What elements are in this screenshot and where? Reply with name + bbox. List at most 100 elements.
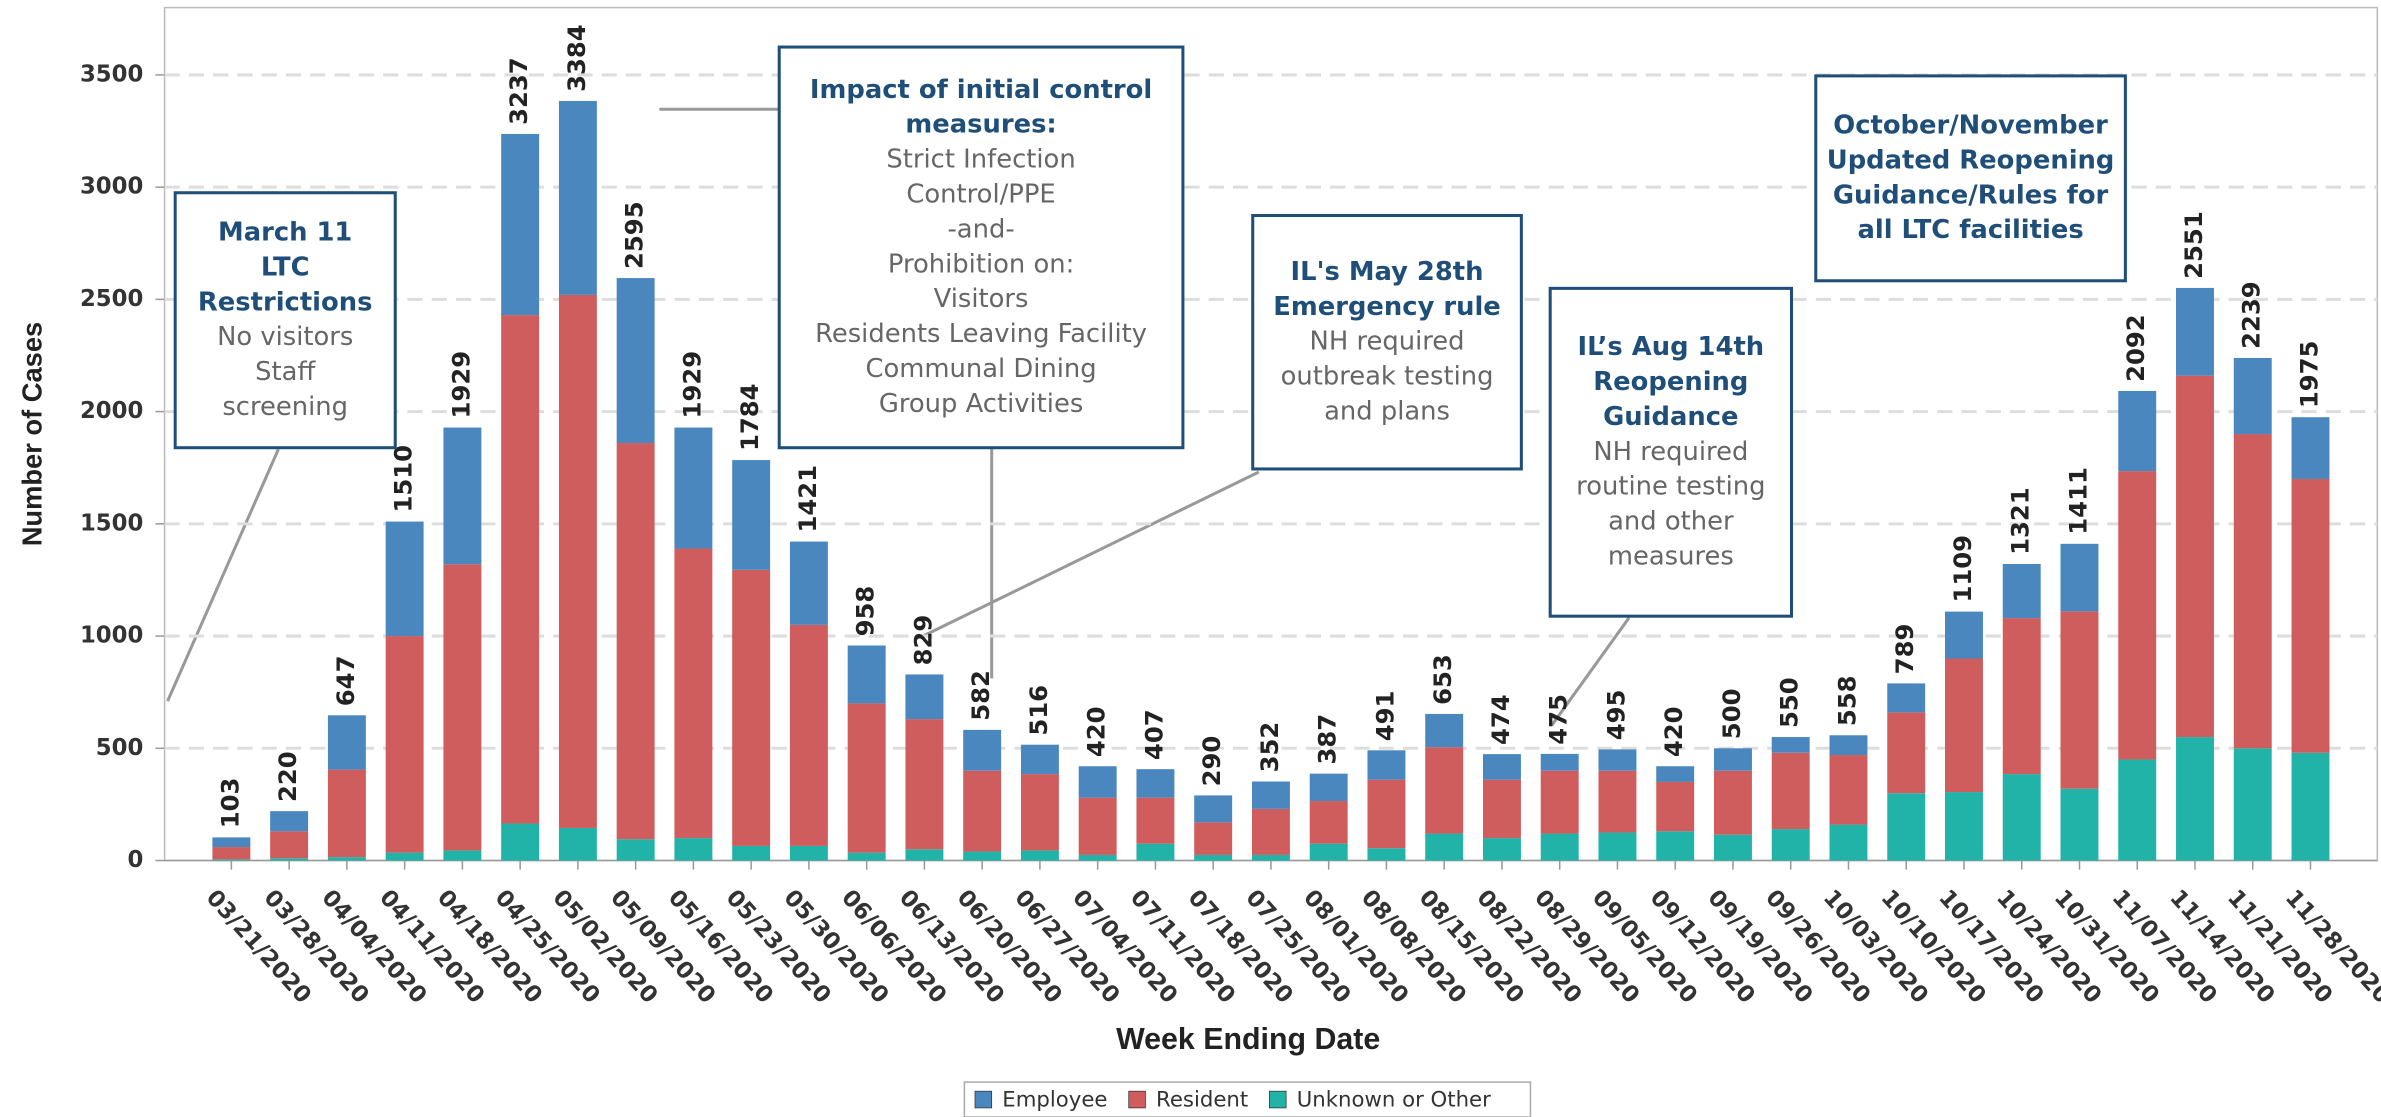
bar-segment — [385, 636, 424, 853]
bar-segment — [732, 569, 771, 846]
bar-segment — [1251, 854, 1290, 861]
total-label: 407 — [1139, 709, 1168, 760]
annotation: March 11 LTC Restrictions No visitors Staff s… — [173, 191, 397, 450]
bar-segment — [385, 852, 424, 861]
annotation-title: all LTC facilities — [1857, 215, 2083, 245]
total-label: 3237 — [504, 57, 533, 125]
bar-segment — [1136, 843, 1175, 861]
bar-segment — [2176, 737, 2214, 861]
bar-segment — [2060, 611, 2099, 789]
y-tick-label: 3000 — [80, 174, 143, 200]
total-label: 789 — [1890, 624, 1919, 675]
bar-segment — [2118, 390, 2157, 472]
bar-segment — [1540, 770, 1579, 834]
bar-segment — [501, 133, 540, 316]
bar-segment — [1829, 735, 1868, 756]
leader-line — [1550, 616, 1631, 727]
total-label: 958 — [851, 586, 880, 637]
annotation-text: screening — [222, 392, 348, 422]
bar-segment — [2118, 759, 2157, 861]
bar-segment — [1425, 713, 1464, 748]
annotation-text: and other — [1608, 507, 1734, 537]
bar-segment — [1194, 822, 1233, 855]
bar-segment — [674, 548, 713, 839]
total-label: 491 — [1370, 691, 1399, 742]
total-label: 474 — [1486, 694, 1515, 745]
bar-segment — [1078, 797, 1117, 855]
bar-segment — [1251, 808, 1290, 855]
total-label: 558 — [1832, 676, 1861, 727]
bar-segment — [2233, 357, 2272, 435]
bar-segment — [847, 703, 886, 853]
total-label: 2092 — [2121, 314, 2150, 382]
total-label: 1321 — [2006, 487, 2035, 555]
bar-segment — [2291, 478, 2330, 753]
bar-segment — [1598, 770, 1637, 833]
bar-segment — [1136, 797, 1175, 844]
annotation-text: Residents Leaving Facility — [815, 319, 1147, 349]
annotation-text: outbreak testing — [1281, 362, 1494, 392]
leader-lines — [166, 107, 1631, 727]
bar-segment — [1482, 779, 1521, 839]
y-tick-label: 500 — [96, 735, 144, 761]
legend-swatch — [1128, 1090, 1146, 1109]
bar-segment — [2002, 618, 2041, 775]
total-label: 1421 — [793, 465, 822, 533]
bar-segment — [847, 645, 886, 704]
legend-label: Resident — [1156, 1087, 1248, 1112]
total-label: 420 — [1082, 706, 1111, 757]
bar-segment — [1656, 766, 1695, 782]
annotation-title: October/November — [1833, 110, 2108, 140]
total-label: 103 — [215, 778, 244, 829]
bar-segment — [732, 845, 771, 861]
bar-segment — [2060, 543, 2099, 612]
y-tick-label: 3500 — [80, 61, 143, 87]
total-label: 582 — [966, 670, 995, 721]
x-axis-label: Week Ending Date — [1116, 1023, 1380, 1056]
bar-segment — [1194, 854, 1233, 861]
bar-segment — [1945, 792, 1983, 861]
total-label: 352 — [1255, 722, 1284, 773]
bar-segment — [1887, 712, 1926, 794]
bar-segment — [212, 847, 251, 860]
bar-segment — [270, 858, 309, 861]
bar-segment — [905, 719, 944, 850]
bar-segment — [1020, 744, 1059, 775]
bar-segment — [212, 837, 251, 848]
bar-segment — [1829, 824, 1868, 861]
annotation-title: IL's May 28th — [1291, 257, 1484, 287]
leader-line — [166, 448, 280, 702]
bar-segment — [1713, 770, 1752, 835]
leader-line — [922, 470, 1260, 638]
total-label: 290 — [1197, 736, 1226, 787]
total-label: 420 — [1659, 706, 1688, 757]
bar-segment — [789, 624, 828, 846]
bar-segment — [1309, 773, 1348, 802]
annotation-box — [1814, 74, 2127, 283]
total-label: 1929 — [677, 351, 706, 419]
annotation-text: Prohibition on: — [888, 249, 1074, 279]
total-label: 829 — [908, 615, 937, 666]
annotation: IL's May 28th Emergency rule NH required ou… — [1251, 213, 1523, 471]
bar-segment — [327, 769, 366, 858]
bar-segment — [789, 845, 828, 861]
total-label: 220 — [273, 751, 302, 802]
annotation-text: Communal Dining — [865, 354, 1096, 384]
bar-segment — [1020, 774, 1059, 851]
bar-segment — [905, 849, 944, 861]
annotation-text: -and- — [947, 214, 1014, 244]
bar-segment — [1656, 831, 1695, 861]
bar-segment — [1367, 848, 1406, 861]
bar-segment — [443, 427, 482, 565]
bar-segment — [1829, 755, 1868, 825]
annotation-title: measures: — [905, 110, 1056, 140]
bar-segment — [327, 715, 366, 770]
annotation-text: No visitors — [217, 322, 353, 352]
bar-segment — [2291, 752, 2330, 861]
legend-swatch — [1269, 1090, 1287, 1109]
total-label: 1109 — [1948, 535, 1977, 603]
bar-segment — [2118, 471, 2157, 760]
bar-segment — [1540, 833, 1579, 861]
bar-segment — [1078, 854, 1117, 861]
annotation-title: March 11 — [218, 217, 352, 247]
